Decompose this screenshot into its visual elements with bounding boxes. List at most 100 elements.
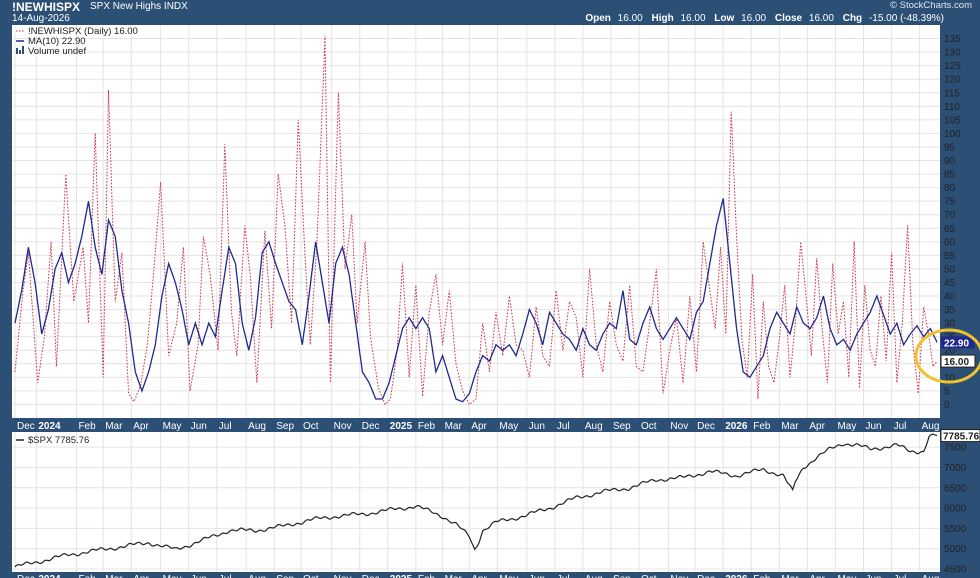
new-highs-daily-line bbox=[14, 35, 938, 406]
y-tick-label: 115 bbox=[944, 88, 960, 99]
y-tick-label: 125 bbox=[944, 61, 961, 72]
x-tick-label: Mar bbox=[781, 574, 799, 578]
y-tick-label: 10 bbox=[944, 373, 956, 384]
bottom-legend: $SPX 7785.76 bbox=[16, 435, 89, 446]
bottom-x-axis: Dec2024FebMarAprMayJunJulAugSepOctNovDec… bbox=[17, 574, 939, 578]
top-x-axis: Dec 2024 Feb Mar Apr May Jun Jul Aug Sep Oct Nov Dec… bbox=[17, 421, 939, 432]
x-tick-label: Jun bbox=[191, 421, 207, 432]
y-tick-label: 4500 bbox=[944, 565, 967, 576]
new-highs-panel[interactable] bbox=[12, 25, 940, 418]
stockcharts-brand[interactable]: © StockCharts.com bbox=[890, 0, 972, 11]
x-tick-label: 2025 bbox=[390, 574, 413, 578]
volume-legend-icon-bar bbox=[19, 50, 21, 54]
bottom-series-layer bbox=[14, 433, 938, 568]
top-series-layer bbox=[14, 35, 938, 406]
chg-label: Chg bbox=[842, 13, 863, 24]
x-tick-label: May bbox=[499, 574, 518, 578]
y-tick-label: 120 bbox=[944, 75, 961, 86]
x-tick-label: Apr bbox=[471, 421, 487, 432]
x-tick-label: Aug bbox=[248, 574, 266, 578]
x-tick-label: May bbox=[837, 421, 856, 432]
x-tick-label: 2026 bbox=[725, 421, 748, 432]
y-tick-label: 20 bbox=[944, 346, 956, 357]
symbol-description: SPX New Highs bbox=[90, 1, 162, 12]
x-tick-label: Feb bbox=[753, 421, 771, 432]
y-tick-label: 60 bbox=[944, 237, 956, 248]
volume-legend-icon-bar bbox=[22, 46, 24, 54]
y-tick-label: 45 bbox=[944, 278, 956, 289]
x-tick-label: Sep bbox=[613, 421, 631, 432]
top-legend: !NEWHISPX (Daily) 16.00 MA(10) 22.90 Vol… bbox=[16, 26, 138, 57]
y-tick-label: 105 bbox=[944, 115, 961, 126]
daily-last-value-label: 16.00 bbox=[944, 357, 969, 368]
x-tick-label: Dec bbox=[362, 421, 380, 432]
x-tick-label: Dec bbox=[17, 421, 35, 432]
x-tick-label: Feb bbox=[78, 574, 96, 578]
ma-legend-label: MA(10) 22.90 bbox=[28, 36, 86, 47]
x-tick-label: Jul bbox=[557, 574, 570, 578]
chg-value: -15.00 (-48.39%) bbox=[868, 13, 944, 24]
open-label: Open bbox=[585, 13, 611, 24]
y-tick-label: 55 bbox=[944, 251, 956, 262]
x-tick-label: May bbox=[163, 574, 182, 578]
x-tick-label: Aug bbox=[248, 421, 266, 432]
x-tick-label: Feb bbox=[418, 574, 436, 578]
x-tick-label: Dec bbox=[17, 574, 35, 578]
x-tick-label: Jul bbox=[219, 574, 232, 578]
y-tick-label: 0 bbox=[944, 400, 950, 411]
ma-last-value-label: 22.90 bbox=[944, 338, 969, 349]
x-tick-label: Dec bbox=[697, 421, 715, 432]
high-label: High bbox=[651, 13, 674, 24]
x-tick-label: Dec bbox=[697, 574, 715, 578]
x-tick-label: Mar bbox=[445, 574, 463, 578]
x-tick-label: May bbox=[837, 574, 856, 578]
bottom-last-value-label: 7785.76 bbox=[940, 429, 980, 443]
x-tick-label: Nov bbox=[670, 421, 688, 432]
x-tick-label: 2026 bbox=[725, 574, 748, 578]
x-tick-label: Aug bbox=[922, 421, 940, 432]
x-tick-label: Feb bbox=[753, 574, 771, 578]
y-tick-label: 5500 bbox=[944, 524, 967, 535]
y-tick-label: 65 bbox=[944, 224, 956, 235]
top-last-value-labels: 22.90 16.00 bbox=[940, 336, 976, 368]
ohlc-readout: Open 16.00 High 16.00 Low 16.00 Close 16… bbox=[585, 13, 944, 24]
x-tick-label: Nov bbox=[334, 421, 352, 432]
chart-header: !NEWHISPX SPX New Highs INDX 14-Aug-2026… bbox=[0, 0, 980, 28]
x-tick-label: Aug bbox=[585, 421, 603, 432]
y-tick-label: 6500 bbox=[944, 483, 967, 494]
close-value: 16.00 bbox=[808, 13, 834, 24]
x-tick-label: Mar bbox=[105, 574, 123, 578]
y-tick-label: 30 bbox=[944, 319, 956, 330]
y-tick-label: 5 bbox=[944, 386, 950, 397]
y-tick-label: 70 bbox=[944, 210, 956, 221]
y-tick-label: 7000 bbox=[944, 463, 967, 474]
spx-line bbox=[14, 433, 938, 568]
x-tick-label: May bbox=[499, 421, 518, 432]
x-tick-label: Dec bbox=[362, 574, 380, 578]
y-tick-label: 7500 bbox=[944, 443, 967, 454]
bottom-y-axis: 4500 5000 5500 6000 6500 7000 7500 bbox=[944, 443, 967, 576]
x-tick-label: Mar bbox=[445, 421, 463, 432]
spx-panel[interactable] bbox=[12, 432, 940, 572]
y-tick-label: 100 bbox=[944, 129, 961, 140]
volume-legend-icon bbox=[16, 48, 18, 54]
daily-legend-label: !NEWHISPX (Daily) 16.00 bbox=[28, 26, 138, 37]
bottom-grid bbox=[12, 432, 940, 572]
x-tick-label: Mar bbox=[781, 421, 799, 432]
y-tick-label: 130 bbox=[944, 48, 961, 59]
y-tick-label: 6000 bbox=[944, 504, 967, 515]
y-tick-label: 50 bbox=[944, 264, 956, 275]
highlight-circle bbox=[914, 328, 980, 384]
close-label: Close bbox=[774, 13, 803, 24]
top-y-axis: 0510152025303540455055606570758085909510… bbox=[944, 34, 961, 411]
y-tick-label: 85 bbox=[944, 170, 956, 181]
x-tick-label: Jun bbox=[866, 421, 882, 432]
y-tick-label: 135 bbox=[944, 34, 961, 45]
spx-legend-label: $SPX 7785.76 bbox=[28, 435, 89, 446]
x-tick-label: Oct bbox=[641, 574, 657, 578]
x-tick-label: Jul bbox=[219, 421, 232, 432]
symbol-name: SPX New Highs INDX bbox=[90, 1, 188, 12]
y-tick-label: 40 bbox=[944, 292, 956, 303]
x-tick-label: 2025 bbox=[390, 421, 413, 432]
